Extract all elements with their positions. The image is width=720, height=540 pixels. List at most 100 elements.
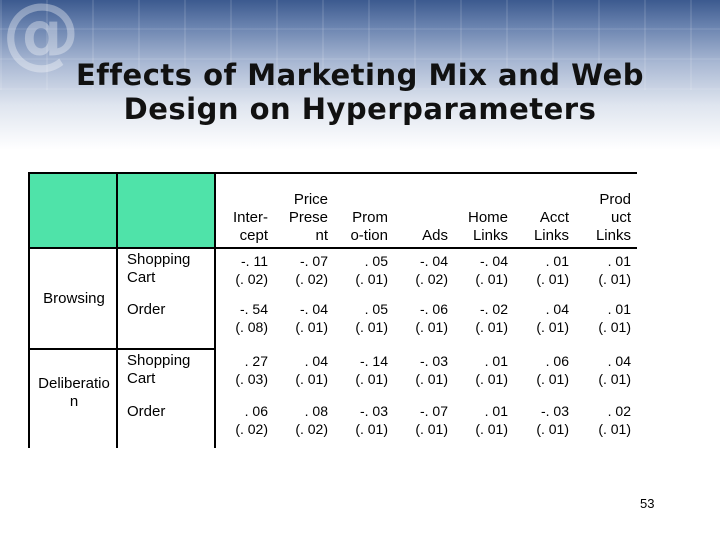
table-cell: . 04 (. 01) [511,300,569,336]
row-label-1: Shopping Cart [127,251,191,286]
coefficient-value: -. 11 [241,253,268,269]
standard-error: (. 03) [235,371,268,387]
standard-error: (. 01) [598,319,631,335]
table-cell: -. 14 (. 01) [330,352,388,388]
coefficient-value: . 05 [364,301,388,317]
coefficient-value: . 04 [545,301,569,317]
column-header-3: Prom o-tion [328,172,388,245]
standard-error: (. 01) [536,271,569,287]
standard-error: (. 01) [536,421,569,437]
standard-error: (. 02) [295,271,328,287]
table-cell: . 05 (. 01) [330,300,388,336]
table-cell: -. 04 (. 02) [390,252,448,288]
standard-error: (. 02) [415,271,448,287]
standard-error: (. 08) [235,319,268,335]
row-label-3: Shopping Cart [127,352,191,387]
table-cell: . 08 (. 02) [270,402,328,438]
table-cell: . 01 (. 01) [573,252,631,288]
banner-pattern [0,0,720,90]
standard-error: (. 01) [355,371,388,387]
column-header-7: Prod uct Links [571,172,631,245]
coefficient-value: . 02 [607,403,631,419]
table-cell: . 01 (. 01) [511,252,569,288]
column-header-4: Ads [388,172,448,245]
standard-error: (. 02) [295,421,328,437]
coefficient-value: -. 02 [479,301,508,317]
coefficient-value: . 01 [607,301,631,317]
coefficient-value: . 27 [244,353,268,369]
table-cell: -. 11 (. 02) [210,252,268,288]
standard-error: (. 01) [475,271,508,287]
coefficient-value: . 01 [545,253,569,269]
table-border-top [28,172,637,174]
table-cell: . 06 (. 02) [210,402,268,438]
table-cell: -. 03 (. 01) [511,402,569,438]
table-cell: -. 02 (. 01) [450,300,508,336]
coefficient-value: -. 07 [299,253,328,269]
coefficient-value: . 01 [484,353,508,369]
table-border-left [28,172,30,448]
coefficient-value: -. 04 [419,253,448,269]
column-header-label: Prom o-tion [350,209,388,244]
table-cell: . 01 (. 01) [450,402,508,438]
group-label-2: Deliberatio n [38,375,110,410]
coefficient-value: . 05 [364,253,388,269]
coefficient-value: . 08 [304,403,328,419]
column-header-2: Price Prese nt [268,172,328,245]
table-cell: . 04 (. 01) [270,352,328,388]
label-column-divider [214,172,216,448]
standard-error: (. 01) [415,421,448,437]
table-cell: -. 06 (. 01) [390,300,448,336]
coefficient-value: -. 03 [359,403,388,419]
standard-error: (. 01) [415,371,448,387]
group-divider [28,348,214,350]
coefficient-value: -. 54 [239,301,268,317]
coefficient-value: -. 04 [479,253,508,269]
coefficient-value: . 01 [607,253,631,269]
header-banner: @ [0,0,720,150]
standard-error: (. 01) [598,271,631,287]
at-sign-icon: @ [2,0,80,78]
coefficient-value: -. 04 [299,301,328,317]
table-body [28,247,637,448]
table-cell: -. 54 (. 08) [210,300,268,336]
coefficient-value: -. 03 [419,353,448,369]
table-cell: . 06 (. 01) [511,352,569,388]
coefficient-value: -. 07 [419,403,448,419]
standard-error: (. 01) [475,319,508,335]
slide-title: Effects of Marketing Mix and Web Design … [0,58,720,126]
coefficient-value: . 04 [304,353,328,369]
standard-error: (. 02) [235,421,268,437]
coefficient-value: . 01 [484,403,508,419]
column-header-label: Home Links [467,209,508,244]
column-header-5: Home Links [448,172,508,245]
table-cell: -. 03 (. 01) [390,352,448,388]
table-cell: -. 07 (. 02) [270,252,328,288]
table-cell: -. 04 (. 01) [270,300,328,336]
table-cell: -. 07 (. 01) [390,402,448,438]
header-divider [28,247,637,249]
table-cell: -. 03 (. 01) [330,402,388,438]
page-number: 53 [640,496,655,511]
column-header-label: Ads [422,227,448,244]
coefficient-value: . 06 [545,353,569,369]
standard-error: (. 01) [295,371,328,387]
standard-error: (. 02) [235,271,268,287]
coefficient-value: . 04 [607,353,631,369]
coefficient-value: . 06 [244,403,268,419]
coefficient-value: -. 14 [359,353,388,369]
standard-error: (. 01) [295,319,328,335]
row-label-4: Order [127,403,166,420]
standard-error: (. 01) [355,319,388,335]
standard-error: (. 01) [355,271,388,287]
column-header-label: Prod uct Links [595,191,631,244]
row-label-2: Order [127,301,166,318]
standard-error: (. 01) [536,371,569,387]
column-header-label: Inter- cept [232,209,268,244]
table-cell: . 01 (. 01) [573,300,631,336]
group-label-1: Browsing [43,290,105,307]
table-cell: . 05 (. 01) [330,252,388,288]
column-header-1: Inter- cept [208,172,268,245]
standard-error: (. 01) [355,421,388,437]
table-cell: . 01 (. 01) [450,352,508,388]
